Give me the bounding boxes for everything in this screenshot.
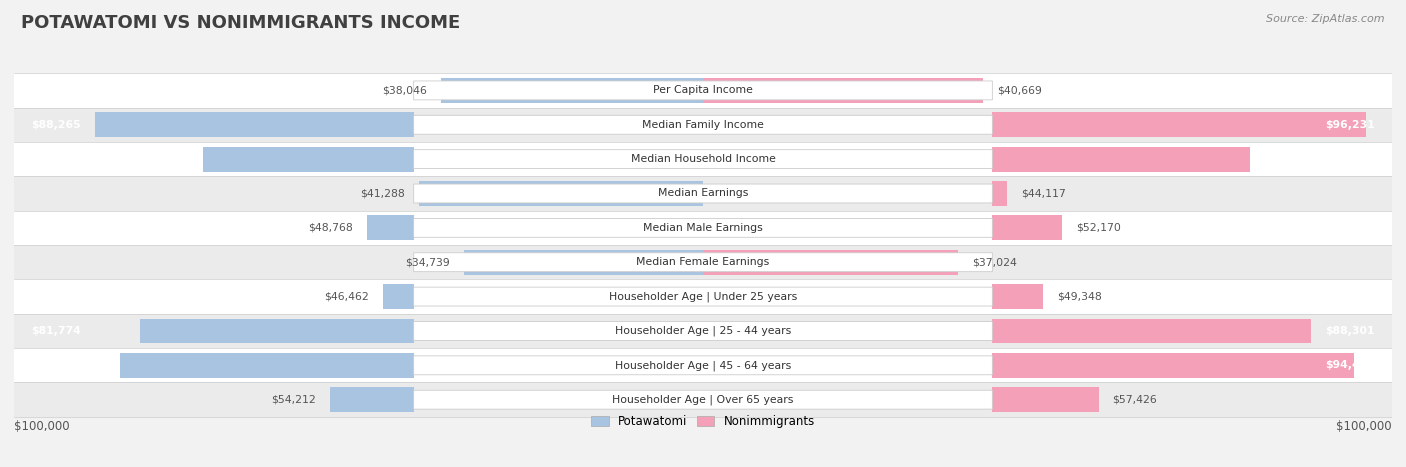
- Text: $46,462: $46,462: [325, 291, 370, 302]
- Legend: Potawatomi, Nonimmigrants: Potawatomi, Nonimmigrants: [586, 410, 820, 432]
- FancyBboxPatch shape: [413, 150, 993, 169]
- Text: $72,576: $72,576: [31, 154, 82, 164]
- Text: $100,000: $100,000: [14, 420, 70, 433]
- Text: $81,774: $81,774: [31, 326, 82, 336]
- Text: $37,024: $37,024: [972, 257, 1017, 267]
- Bar: [382, 284, 413, 309]
- Bar: [419, 181, 703, 206]
- Bar: [202, 147, 413, 171]
- Bar: [14, 177, 1392, 211]
- Text: $52,170: $52,170: [1076, 223, 1121, 233]
- Text: $40,669: $40,669: [997, 85, 1042, 95]
- Text: $84,613: $84,613: [31, 361, 82, 370]
- Text: POTAWATOMI VS NONIMMIGRANTS INCOME: POTAWATOMI VS NONIMMIGRANTS INCOME: [21, 14, 460, 32]
- Text: Median Household Income: Median Household Income: [630, 154, 776, 164]
- Bar: [120, 353, 413, 378]
- Text: Householder Age | Over 65 years: Householder Age | Over 65 years: [612, 395, 794, 405]
- Bar: [703, 78, 983, 103]
- FancyBboxPatch shape: [413, 356, 993, 375]
- Text: Median Earnings: Median Earnings: [658, 189, 748, 198]
- Text: $88,301: $88,301: [1326, 326, 1375, 336]
- Bar: [703, 250, 957, 275]
- Text: $49,348: $49,348: [1057, 291, 1101, 302]
- Bar: [441, 78, 703, 103]
- Bar: [14, 211, 1392, 245]
- Bar: [993, 284, 1043, 309]
- Bar: [993, 353, 1354, 378]
- Text: $44,117: $44,117: [1021, 189, 1066, 198]
- Bar: [14, 314, 1392, 348]
- Bar: [993, 147, 1250, 171]
- Bar: [464, 250, 703, 275]
- Bar: [96, 113, 413, 137]
- FancyBboxPatch shape: [413, 287, 993, 306]
- Bar: [14, 142, 1392, 177]
- Text: $34,739: $34,739: [405, 257, 450, 267]
- FancyBboxPatch shape: [413, 115, 993, 134]
- Text: Median Female Earnings: Median Female Earnings: [637, 257, 769, 267]
- Bar: [14, 279, 1392, 314]
- FancyBboxPatch shape: [413, 184, 993, 203]
- Text: Householder Age | 45 - 64 years: Householder Age | 45 - 64 years: [614, 360, 792, 371]
- Text: $41,288: $41,288: [360, 189, 405, 198]
- FancyBboxPatch shape: [413, 321, 993, 340]
- Bar: [139, 318, 413, 343]
- Text: Householder Age | 25 - 44 years: Householder Age | 25 - 44 years: [614, 325, 792, 336]
- Text: Median Male Earnings: Median Male Earnings: [643, 223, 763, 233]
- Bar: [993, 318, 1312, 343]
- FancyBboxPatch shape: [413, 219, 993, 237]
- Bar: [993, 113, 1367, 137]
- Text: Householder Age | Under 25 years: Householder Age | Under 25 years: [609, 291, 797, 302]
- Text: Source: ZipAtlas.com: Source: ZipAtlas.com: [1267, 14, 1385, 24]
- Bar: [14, 382, 1392, 417]
- FancyBboxPatch shape: [413, 253, 993, 272]
- Bar: [993, 181, 1007, 206]
- Bar: [367, 215, 413, 240]
- Text: $88,265: $88,265: [31, 120, 82, 130]
- Text: $96,231: $96,231: [1324, 120, 1375, 130]
- Text: $38,046: $38,046: [382, 85, 427, 95]
- Text: $48,768: $48,768: [308, 223, 353, 233]
- Text: Per Capita Income: Per Capita Income: [652, 85, 754, 95]
- Text: $100,000: $100,000: [1336, 420, 1392, 433]
- Text: Median Family Income: Median Family Income: [643, 120, 763, 130]
- Text: $57,426: $57,426: [1112, 395, 1157, 405]
- Bar: [993, 215, 1063, 240]
- Bar: [14, 73, 1392, 107]
- FancyBboxPatch shape: [413, 81, 993, 100]
- Text: $79,429: $79,429: [1324, 154, 1375, 164]
- Text: $94,448: $94,448: [1324, 361, 1375, 370]
- Text: $54,212: $54,212: [271, 395, 316, 405]
- Bar: [14, 245, 1392, 279]
- Bar: [14, 107, 1392, 142]
- Bar: [14, 348, 1392, 382]
- FancyBboxPatch shape: [413, 390, 993, 409]
- Bar: [329, 387, 413, 412]
- Bar: [993, 387, 1098, 412]
